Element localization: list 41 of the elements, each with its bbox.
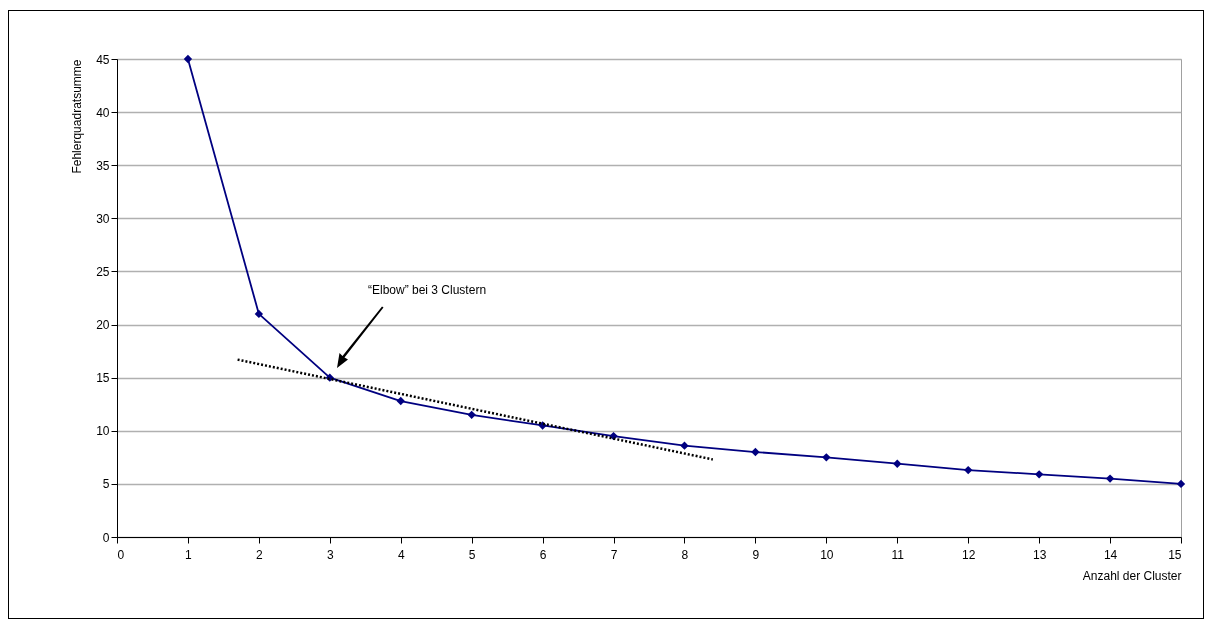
y-tick-label: 15 [96, 371, 110, 386]
y-tick-label: 5 [102, 477, 110, 492]
x-tick-label: 4 [397, 547, 405, 562]
point [822, 453, 831, 462]
point [1176, 479, 1186, 489]
x-tick-label: 13 [1032, 547, 1047, 562]
y-tick-label: 40 [96, 105, 110, 120]
x-tick-label: 0 [117, 547, 125, 562]
x-tick-label: 15 [1168, 547, 1182, 562]
point [680, 441, 689, 450]
point [1034, 470, 1044, 479]
point [893, 459, 902, 468]
x-tick-label: 10 [820, 547, 834, 562]
y-tick-label: 25 [96, 264, 110, 279]
x-tick-label: 5 [468, 547, 476, 562]
x-tick-label: 6 [539, 547, 547, 562]
x-tick-label: 14 [1103, 547, 1118, 562]
point [183, 54, 193, 64]
y-tick-label: 35 [96, 158, 110, 173]
point [964, 465, 973, 475]
y-tick-label: 30 [96, 211, 110, 226]
point [467, 410, 476, 420]
x-tick-label: 3 [326, 547, 334, 562]
x-tick-label: 8 [681, 547, 689, 562]
x-tick-label: 1 [185, 547, 193, 562]
point [751, 447, 760, 457]
x-tick-label: 9 [752, 547, 760, 562]
point [254, 309, 264, 319]
x-tick-label: 7 [610, 547, 618, 562]
x-tick-label: 12 [962, 547, 976, 562]
point [1105, 474, 1115, 483]
x-tick-label: 2 [256, 547, 264, 562]
x-axis-title: Anzahl der Cluster [1082, 568, 1182, 583]
x-tick-label: 11 [891, 547, 905, 562]
y-tick-label: 20 [96, 318, 110, 333]
y-tick-label: 45 [96, 52, 110, 67]
annotation: “Elbow” bei 3 Clustern [368, 283, 487, 297]
y-tick-label: 0 [102, 530, 110, 545]
point [396, 396, 405, 406]
y-tick-label: 10 [96, 424, 110, 439]
y-axis-title: Fehlerquadratsumme [70, 59, 85, 174]
